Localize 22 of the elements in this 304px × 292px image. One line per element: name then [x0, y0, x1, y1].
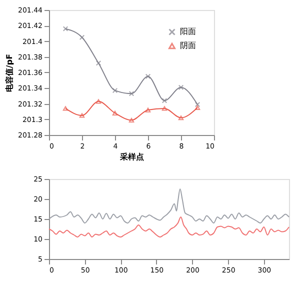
point	[145, 108, 151, 112]
point	[79, 34, 85, 40]
line-series	[48, 216, 290, 238]
legend-label: 阳面	[180, 27, 196, 36]
point	[112, 110, 118, 116]
point	[128, 90, 134, 96]
y-axis-title: 电容值/pF	[4, 54, 14, 92]
point	[62, 106, 68, 111]
legend-label: 阴面	[180, 41, 196, 50]
point	[178, 115, 184, 120]
point	[128, 118, 134, 122]
point	[162, 106, 168, 111]
line-series	[48, 188, 290, 224]
x-axis-title: 采样点	[119, 152, 144, 162]
point	[96, 99, 102, 104]
point	[79, 113, 85, 118]
point	[112, 88, 118, 94]
point	[145, 74, 151, 80]
point	[96, 60, 102, 66]
point	[162, 98, 168, 104]
point	[194, 105, 200, 110]
point	[178, 84, 184, 90]
